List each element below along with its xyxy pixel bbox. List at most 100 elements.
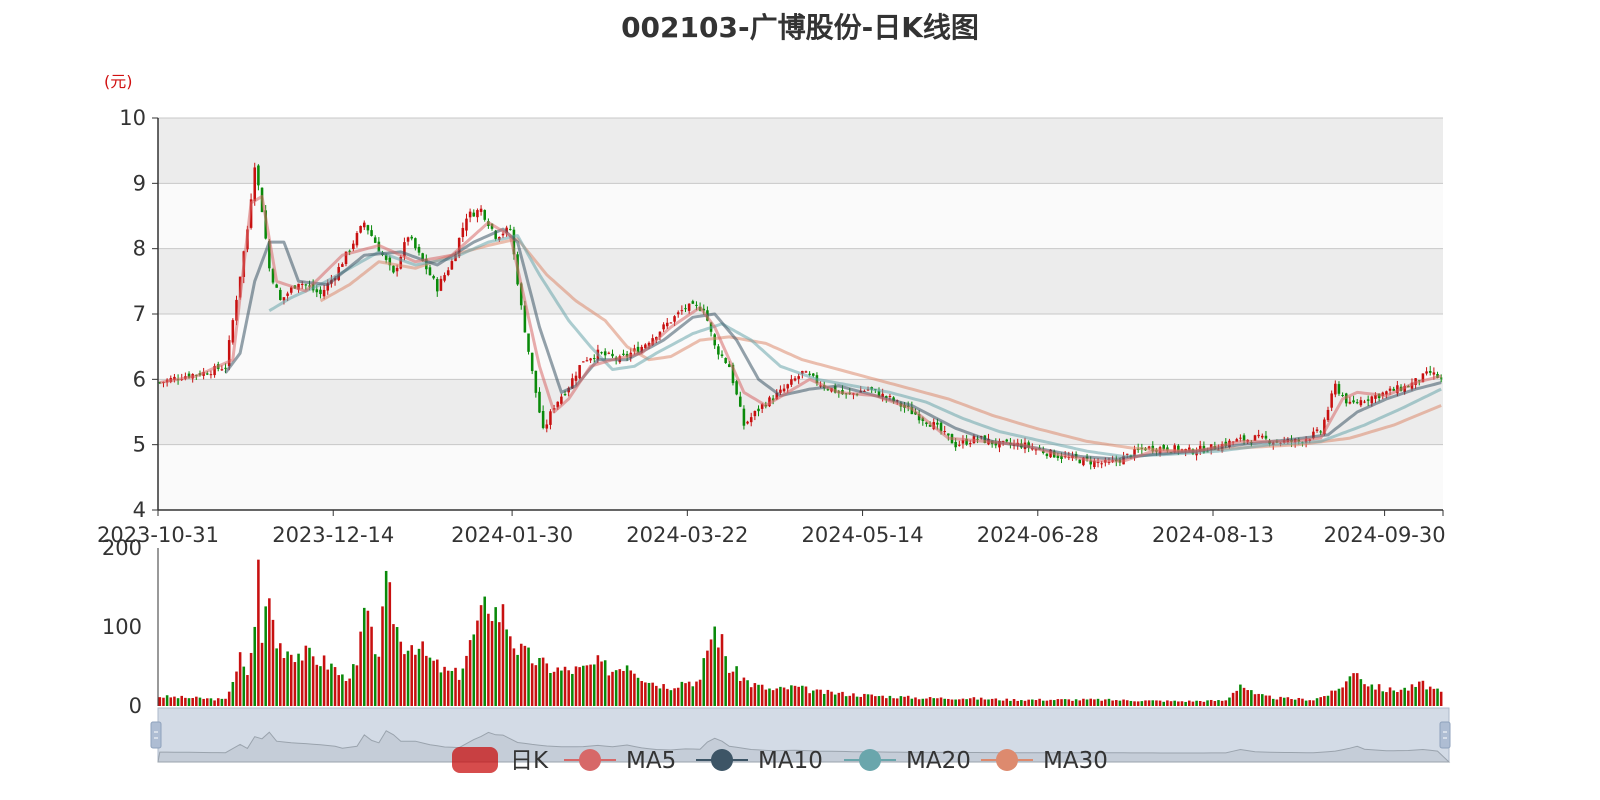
- volume-bar: [1417, 681, 1421, 706]
- volume-bar: [1436, 688, 1439, 706]
- volume-bar: [1184, 701, 1187, 706]
- legend[interactable]: 日K MA5 MA10 MA20 MA30: [452, 747, 1108, 774]
- candle-body: [658, 331, 662, 337]
- candle-body: [224, 367, 227, 369]
- volume-bar: [753, 683, 757, 706]
- volume-bar: [1173, 700, 1176, 706]
- legend-item-ma20[interactable]: MA20: [844, 748, 971, 774]
- volume-bar: [1158, 700, 1162, 706]
- volume-bar: [534, 665, 538, 706]
- volume-bar: [264, 606, 267, 706]
- volume-bar: [731, 671, 735, 706]
- candle-body: [1257, 434, 1260, 437]
- volume-bar: [1425, 689, 1428, 706]
- candle-body: [476, 210, 479, 218]
- volume-bar: [1206, 700, 1209, 706]
- volume-bar: [1414, 686, 1417, 706]
- candle-body: [746, 421, 749, 424]
- candle-body: [1198, 445, 1202, 452]
- volume-bar: [392, 624, 395, 706]
- volume-bar: [885, 698, 888, 706]
- candle-body: [1355, 402, 1359, 404]
- candle-body: [1341, 395, 1344, 397]
- axes: 4 5 6 7 8 9 10 2023-10-31 2023-12-14 2024-01-30 20…: [97, 106, 1446, 547]
- candle-body: [435, 279, 439, 292]
- candle-body: [676, 312, 680, 315]
- volume-bar: [910, 698, 914, 706]
- volume-bar: [954, 699, 957, 706]
- volume-bar: [859, 696, 863, 706]
- volume-bar: [260, 642, 264, 706]
- candle-body: [943, 431, 946, 433]
- candle-body: [563, 394, 567, 396]
- volume-bar: [877, 696, 881, 706]
- volume-bar: [1348, 676, 1352, 706]
- candle-body: [512, 229, 516, 255]
- legend-dot-icon: [711, 749, 733, 771]
- volume-bar: [1107, 698, 1111, 706]
- candle-body: [359, 225, 362, 233]
- volume-bar: [585, 665, 589, 706]
- volume-bar: [1085, 699, 1089, 706]
- volume-bar: [742, 677, 746, 706]
- volume-bar: [687, 681, 691, 706]
- legend-item-ma30[interactable]: MA30: [981, 748, 1108, 774]
- volume-bar: [669, 690, 673, 706]
- volume-bar: [655, 685, 658, 706]
- volume-bar: [1220, 700, 1224, 706]
- candle-body: [998, 441, 1001, 448]
- volume-bar: [976, 699, 979, 706]
- candle-body: [509, 228, 512, 230]
- candle-body: [1421, 373, 1425, 383]
- volume-bar: [1304, 700, 1308, 706]
- datazoom-handle[interactable]: [1439, 721, 1451, 749]
- x-tick-label: 2024-03-22: [626, 523, 748, 547]
- candle-body: [760, 404, 764, 409]
- volume-bar: [680, 681, 684, 706]
- volume-bar: [1250, 690, 1253, 706]
- candle-body: [936, 422, 939, 425]
- legend-item-k[interactable]: 日K: [452, 747, 549, 774]
- volume-bar: [381, 606, 384, 706]
- volume-bar: [950, 699, 954, 706]
- candle-body: [603, 351, 607, 356]
- candle-body: [158, 382, 162, 384]
- volume-bar: [1140, 701, 1144, 706]
- candle-body: [519, 283, 523, 306]
- candle-body: [1337, 384, 1341, 394]
- candle-body: [417, 246, 421, 253]
- candle-body: [446, 270, 450, 275]
- candle-body: [227, 340, 231, 367]
- volume-bar: [793, 685, 797, 706]
- volume-bar: [906, 695, 910, 706]
- candle-body: [213, 365, 216, 376]
- volume-bar: [286, 651, 289, 706]
- volume-bar: [720, 634, 724, 706]
- price-y-tick-label: 7: [133, 302, 146, 326]
- candle-body: [344, 251, 348, 265]
- ma-line-ma10: [224, 227, 1442, 461]
- candle-body: [611, 353, 614, 357]
- datazoom-handle[interactable]: [150, 721, 162, 749]
- candle-body: [373, 237, 377, 243]
- volume-bar: [406, 650, 410, 706]
- candle-body: [925, 422, 928, 425]
- volume-bar: [768, 688, 771, 706]
- volume-bar: [592, 664, 596, 706]
- volume-bar: [979, 697, 983, 706]
- volume-bar: [1403, 687, 1406, 706]
- candle-body: [673, 316, 676, 322]
- candle-body: [414, 238, 417, 249]
- volume-bar: [158, 697, 162, 706]
- candle-body: [461, 227, 465, 238]
- volume-bar: [801, 685, 804, 706]
- volume-bar: [852, 693, 855, 706]
- candle-body: [549, 411, 552, 425]
- volume-bar: [1045, 700, 1049, 706]
- volume-bar: [1352, 673, 1355, 706]
- legend-item-ma5[interactable]: MA5: [564, 748, 676, 774]
- legend-item-ma10[interactable]: MA10: [696, 748, 823, 774]
- candle-body: [724, 358, 727, 363]
- price-y-tick-label: 5: [133, 433, 146, 457]
- candle-body: [319, 289, 322, 295]
